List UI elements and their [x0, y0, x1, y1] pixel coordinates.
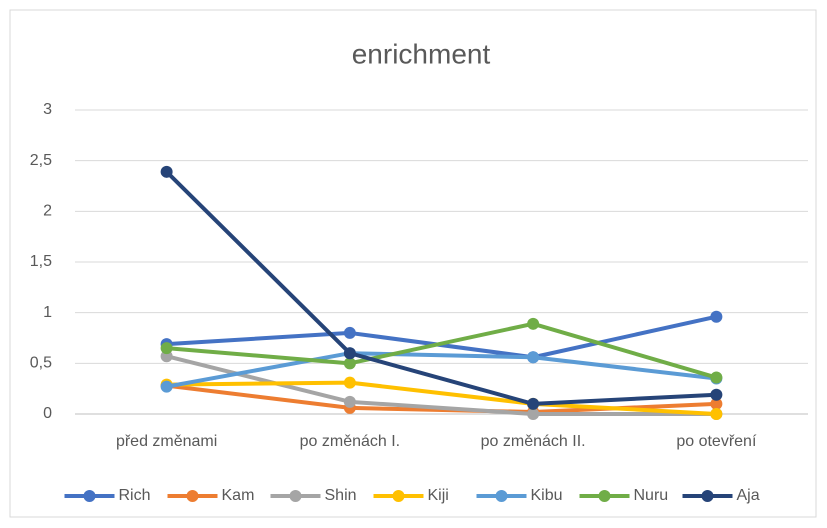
chart-title: enrichment [352, 38, 491, 69]
legend-marker [83, 490, 96, 502]
data-point [527, 351, 540, 364]
y-tick-label: 0 [43, 405, 52, 422]
legend-label: Kam [222, 487, 255, 504]
data-point [160, 342, 173, 355]
series-line [166, 354, 717, 416]
legend-marker [289, 490, 302, 502]
data-point [527, 397, 540, 410]
x-tick-label: po změnách II. [481, 433, 586, 450]
legend-marker [392, 490, 405, 502]
y-tick-label: 2 [43, 203, 52, 220]
data-point [710, 408, 723, 420]
y-tick-label: 0,5 [30, 355, 52, 372]
legend-label: Kiji [428, 487, 449, 504]
series-line [166, 380, 717, 416]
x-tick-label: po změnách I. [300, 433, 401, 450]
chart-border [9, 9, 817, 518]
y-tick-label: 1,5 [30, 253, 52, 270]
data-point [710, 397, 723, 410]
y-tick-label: 1 [43, 304, 52, 321]
data-point [710, 310, 723, 323]
y-tick-label: 3 [43, 101, 52, 118]
legend-marker [186, 490, 199, 502]
x-tick-label: po otevření [676, 433, 757, 450]
data-point [710, 371, 723, 384]
legend-marker [701, 490, 714, 502]
legend-marker [598, 490, 611, 502]
data-point [343, 376, 356, 389]
data-point [160, 165, 173, 178]
legend-marker [495, 490, 508, 502]
legend-label: Aja [737, 487, 760, 504]
data-point [527, 408, 540, 420]
series-line [166, 321, 717, 380]
data-point [527, 317, 540, 330]
data-point [343, 326, 356, 339]
legend-label: Rich [119, 487, 151, 504]
legend-label: Shin [325, 487, 357, 504]
series-line [166, 351, 717, 389]
data-point [343, 357, 356, 370]
data-point [343, 347, 356, 360]
legend-label: Nuru [634, 487, 669, 504]
y-tick-label: 2,5 [30, 152, 52, 169]
x-tick-label: před změnami [116, 433, 217, 450]
data-point [710, 388, 723, 401]
series-line [165, 170, 717, 406]
legend-label: Kibu [531, 487, 563, 504]
data-point [343, 395, 356, 408]
data-point [160, 380, 173, 393]
